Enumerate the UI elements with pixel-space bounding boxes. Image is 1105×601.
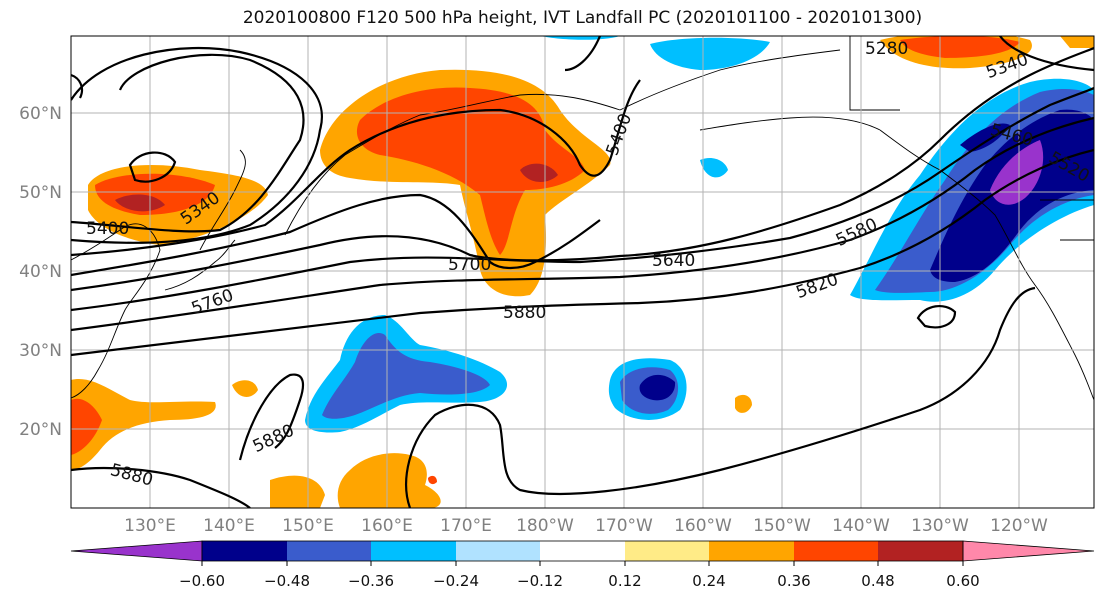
lat-tick-label: 50°N — [19, 183, 62, 203]
colorbar-tick-label: 0.24 — [692, 572, 725, 590]
contour-label: 5880 — [503, 303, 546, 323]
lon-tick-label: 160°W — [674, 516, 732, 536]
lon-tick-label: 140°W — [832, 516, 890, 536]
colorbar-segment — [202, 541, 287, 561]
map-title: 2020100800 F120 500 hPa height, IVT Land… — [242, 8, 923, 28]
colorbar-extend-low — [70, 540, 203, 562]
colorbar-tick-label: −0.60 — [179, 572, 225, 590]
lon-tick-label: 150°W — [753, 516, 811, 536]
colorbar-segment — [456, 541, 540, 561]
colorbar-tick-label: 0.12 — [608, 572, 641, 590]
lon-tick-label: 120°W — [990, 516, 1048, 536]
colorbar-tick-label: 0.48 — [861, 572, 894, 590]
lat-tick-label: 40°N — [19, 262, 62, 282]
colorbar-segment — [371, 541, 456, 561]
lon-tick-label: 180°W — [516, 516, 574, 536]
contour-label: 5400 — [86, 219, 129, 239]
lat-tick-label: 60°N — [19, 104, 62, 124]
lat-tick-label: 30°N — [19, 341, 62, 361]
colorbar-segment — [287, 541, 371, 561]
colorbar-segment — [794, 541, 878, 561]
colorbar-segment — [540, 541, 625, 561]
gridlines — [71, 36, 1094, 508]
colorbar-tick-label: −0.36 — [348, 572, 394, 590]
lon-tick-label: 170°E — [440, 516, 492, 536]
colorbar-extend-high — [962, 540, 1095, 562]
colorbar-segment — [878, 541, 963, 561]
colorbar-tick-label: 0.36 — [777, 572, 810, 590]
map-border — [70, 35, 1095, 509]
coastlines — [71, 36, 1094, 401]
colorbar-tick-label: 0.60 — [946, 572, 979, 590]
ivt-shading — [71, 36, 1094, 508]
contour-label: 5640 — [652, 251, 695, 271]
colorbar: −0.60 −0.48 −0.36 −0.24 −0.12 0.12 0.24 … — [70, 540, 1095, 590]
lon-tick-label: 160°E — [361, 516, 413, 536]
lon-tick-label: 130°E — [124, 516, 176, 536]
contour-label: 5280 — [865, 39, 908, 59]
colorbar-tick-label: −0.48 — [264, 572, 310, 590]
height-contours — [71, 36, 1094, 508]
colorbar-segment — [709, 541, 794, 561]
colorbar-segment — [625, 541, 709, 561]
colorbar-tick-label: −0.12 — [517, 572, 563, 590]
lon-tick-label: 140°E — [203, 516, 255, 536]
lon-axis: 130°E 140°E 150°E 160°E 170°E 180°W 170°… — [124, 516, 1048, 536]
colorbar-tick-label: −0.24 — [433, 572, 479, 590]
lat-axis: 20°N 30°N 40°N 50°N 60°N — [19, 104, 62, 440]
lon-tick-label: 150°E — [282, 516, 334, 536]
lon-tick-label: 130°W — [911, 516, 969, 536]
lat-tick-label: 20°N — [19, 420, 62, 440]
contour-label: 5700 — [448, 255, 491, 275]
lon-tick-label: 170°W — [595, 516, 653, 536]
